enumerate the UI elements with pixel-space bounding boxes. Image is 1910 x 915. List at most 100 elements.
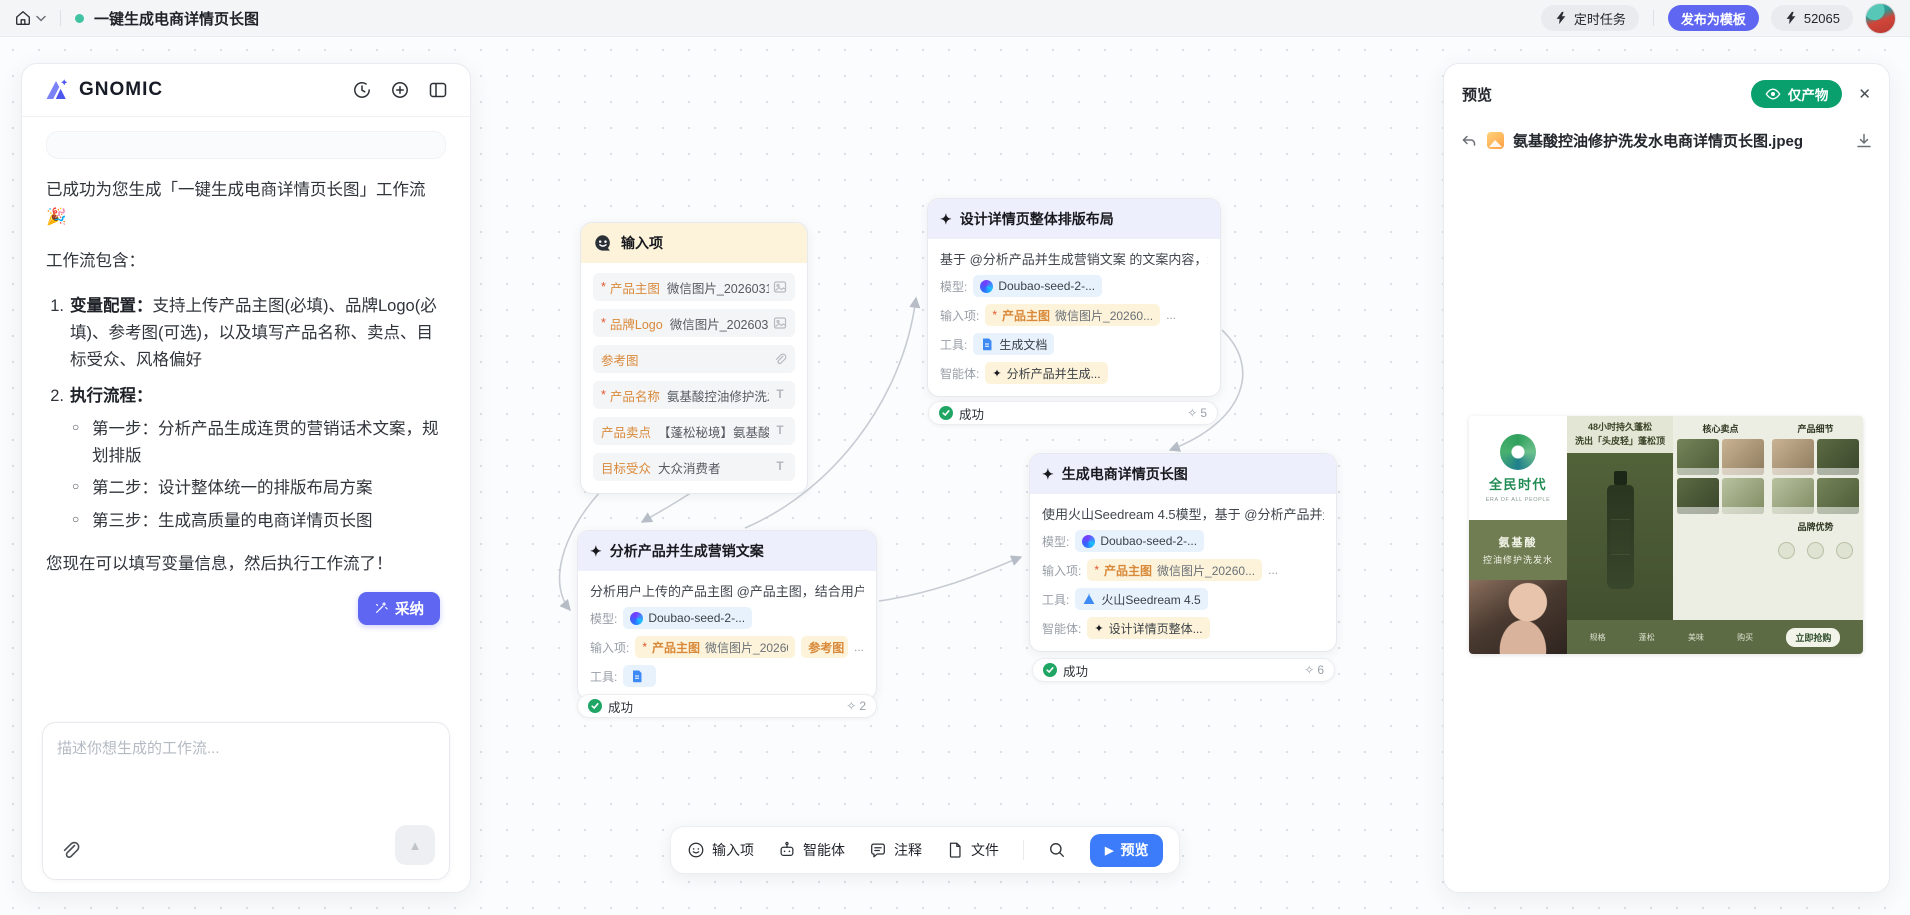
product-tile: [1677, 478, 1719, 514]
prompt-input[interactable]: [57, 737, 435, 803]
input-field-product-name[interactable]: * 产品名称 氨基酸控油修护洗发... T: [593, 381, 795, 409]
home-button[interactable]: [14, 9, 46, 27]
doubao-icon: [980, 279, 994, 293]
back-icon[interactable]: [1460, 132, 1478, 150]
node-title: 设计详情页整体排版布局: [959, 211, 1114, 227]
preview-title: 预览: [1462, 86, 1493, 104]
required-mark: *: [601, 280, 606, 294]
schedule-task-button[interactable]: 定时任务: [1540, 5, 1639, 31]
node-generate-image[interactable]: ✦ 生成电商详情页长图 使用火山Seedream 4.5模型，基于 @分析产品并…: [1029, 453, 1337, 652]
input-ref-chip[interactable]: * 产品主图微信图片_20260...: [1087, 559, 1263, 581]
node-analyze-copy[interactable]: ✦ 分析产品并生成营销文案 分析用户上传的产品主图 @产品主图，结合用户提供..…: [577, 530, 877, 700]
brand-badges: [1772, 542, 1859, 559]
history-icon[interactable]: [352, 80, 372, 100]
input-field-selling-points[interactable]: 产品卖点 【蓬松秘境】氨基酸... T: [593, 417, 795, 445]
cta-button[interactable]: 立即抢购: [1786, 627, 1841, 647]
node-description: 使用火山Seedream 4.5模型，基于 @分析产品并生成...: [1042, 507, 1324, 522]
artifact-image[interactable]: 全民时代 ERA OF ALL PEOPLE 氨基酸 控油修护洗发水 48小时持…: [1469, 416, 1863, 654]
new-chat-icon[interactable]: [390, 80, 410, 100]
field-label: 产品主图: [1104, 563, 1153, 578]
sub-step: ○ 第一步：分析产品生成连贯的营销话术文案，规划排版: [72, 416, 446, 469]
model-chip[interactable]: Doubao-seed-2-...: [973, 275, 1103, 297]
magic-wand-icon: [376, 602, 388, 614]
tool-chip[interactable]: [623, 665, 657, 687]
field-label: 产品主图: [609, 281, 660, 296]
more-indicator[interactable]: ...: [1166, 308, 1177, 322]
tool-chip[interactable]: 火山Seedream 4.5: [1075, 588, 1208, 610]
prompt-input-card: ▲: [42, 722, 450, 880]
eye-icon: [1765, 88, 1781, 100]
product-tile: [1817, 478, 1859, 514]
input-ref-chip[interactable]: * 产品主图微信图片_20260...: [635, 636, 796, 658]
collapse-panel-icon[interactable]: [428, 80, 448, 100]
paperclip-icon: [775, 353, 787, 365]
publish-template-button[interactable]: 发布为模板: [1667, 5, 1759, 31]
input-field-reference-image[interactable]: 参考图: [593, 345, 795, 373]
product-name-line: 氨基酸: [1498, 537, 1538, 549]
row-label: 输入项:: [590, 640, 630, 655]
agent-chip[interactable]: ✦ 分析产品并生成...: [985, 362, 1108, 384]
sparkle-icon: ✦: [940, 210, 952, 227]
list-number: 1.: [50, 297, 64, 316]
input-field-product-image[interactable]: * 产品主图 微信图片_20260319...: [593, 273, 795, 301]
sparkle-icon: ✦: [1094, 622, 1104, 635]
toolbar-add-comment[interactable]: 注释: [869, 840, 922, 860]
send-button[interactable]: ▲: [395, 825, 435, 865]
product-tile: [1772, 478, 1814, 514]
toolbar-add-input[interactable]: 输入项: [687, 840, 754, 860]
search-zoom-icon[interactable]: [1048, 841, 1066, 859]
more-indicator[interactable]: ...: [1268, 563, 1279, 577]
chat-face-icon: [595, 235, 610, 251]
field-value: 微信图片_20260319...: [666, 281, 769, 296]
toolbar-label: 注释: [894, 842, 922, 858]
node-inputs[interactable]: 输入项 * 产品主图 微信图片_20260319... * 品牌Logo 微信图…: [580, 222, 808, 494]
canvas-toolbar: 输入项 智能体 注释 文件 ▶ 预览: [670, 826, 1181, 874]
list-item-title: 变量配置：: [70, 297, 153, 316]
image-icon: [773, 317, 787, 329]
adopt-button[interactable]: 采纳: [358, 591, 440, 625]
attach-file-icon[interactable]: [59, 839, 81, 861]
success-check-icon: [1043, 663, 1057, 677]
step-text: 第二步：设计整体统一的排版布局方案: [92, 479, 373, 498]
model-chip[interactable]: Doubao-seed-2-...: [1075, 530, 1205, 552]
preview-panel-header: 预览 仅产物 ✕: [1444, 64, 1889, 118]
row-label: 工具:: [1042, 592, 1070, 607]
input-field-brand-logo[interactable]: * 品牌Logo 微信图片_20260319...: [593, 309, 795, 337]
status-badge-generate[interactable]: 成功 ✧ 6: [1032, 658, 1335, 682]
chat-messages[interactable]: 已成功为您生成「一键生成电商详情页长图」工作流 🎉 工作流包含： 1. 变量配置…: [22, 117, 470, 710]
credits-button[interactable]: 52065: [1770, 5, 1853, 31]
shampoo-bottle: [1606, 470, 1634, 589]
status-badge-analyze[interactable]: 成功 ✧ 2: [577, 694, 877, 718]
close-icon[interactable]: ✕: [1858, 86, 1871, 103]
headline-line: 洗出「头皮轻」蓬松顶: [1574, 435, 1665, 446]
input-ref-chip[interactable]: 参考图: [801, 636, 848, 658]
download-icon[interactable]: [1855, 132, 1873, 150]
model-chip[interactable]: Doubao-seed-2-...: [623, 607, 753, 629]
input-field-target-audience[interactable]: 目标受众 大众消费者 T: [593, 453, 795, 481]
row-label: 智能体:: [940, 366, 980, 381]
brand-name-en: ERA OF ALL PEOPLE: [1485, 496, 1551, 503]
toolbar-add-file[interactable]: 文件: [946, 840, 999, 860]
robot-icon: [780, 841, 794, 857]
status-badge-layout[interactable]: 成功 ✧ 5: [928, 401, 1218, 425]
field-label: 目标受众: [601, 461, 652, 476]
input-ref-chip[interactable]: * 产品主图微信图片_20260...: [985, 304, 1161, 326]
tool-chip[interactable]: 生成文档: [973, 333, 1055, 355]
list-item: 2. 执行流程：: [46, 383, 446, 410]
only-artifact-toggle[interactable]: 仅产物: [1750, 80, 1843, 108]
product-tile: [1817, 439, 1859, 475]
adopt-label: 采纳: [395, 601, 424, 618]
toolbar-add-agent[interactable]: 智能体: [778, 840, 845, 860]
node-layout-design[interactable]: ✦ 设计详情页整体排版布局 基于 @分析产品并生成营销文案 的文案内容，结合产.…: [927, 198, 1221, 397]
doubao-icon: [630, 611, 644, 625]
sparkle-icon: ✦: [992, 367, 1002, 380]
circle-bullet-icon: ○: [72, 512, 80, 527]
section-title: 核心卖点: [1702, 424, 1739, 434]
chat-panel: GNOMIC 已成功为您生成「一键生成电商详情页长图」工作流 🎉 工作流包含： …: [21, 63, 471, 893]
agent-chip[interactable]: ✦ 设计详情页整体...: [1087, 617, 1210, 639]
user-avatar[interactable]: [1865, 2, 1896, 34]
artwork-left-column: 全民时代 ERA OF ALL PEOPLE 氨基酸 控油修护洗发水: [1469, 416, 1567, 654]
node-body: * 产品主图 微信图片_20260319... * 品牌Logo 微信图片_20…: [581, 263, 807, 493]
more-indicator[interactable]: ...: [853, 640, 864, 654]
run-preview-button[interactable]: ▶ 预览: [1090, 833, 1164, 867]
